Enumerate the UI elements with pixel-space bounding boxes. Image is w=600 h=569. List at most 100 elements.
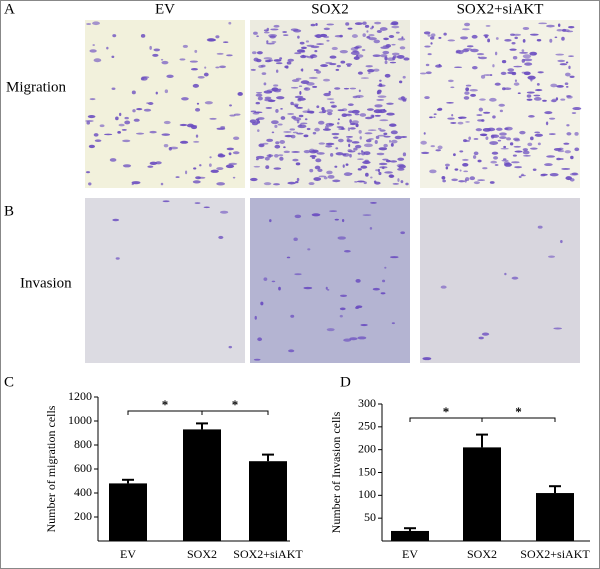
stained-cell (186, 123, 194, 128)
stained-cell (568, 55, 575, 57)
stained-cell (512, 56, 518, 60)
stained-cell (423, 132, 426, 135)
stained-cell (261, 72, 267, 75)
stained-cell (522, 148, 528, 152)
stained-cell (368, 34, 375, 37)
stained-cell (549, 38, 553, 43)
stained-cell (118, 112, 122, 117)
stained-cell (354, 113, 360, 116)
stained-cell (445, 163, 450, 167)
stained-cell (197, 75, 205, 79)
stained-cell (392, 55, 397, 59)
stained-cell (518, 175, 522, 179)
stained-cell (94, 139, 102, 143)
stained-cell (546, 24, 555, 28)
stained-cell (336, 126, 344, 128)
stained-cell (340, 60, 346, 64)
micrograph-background (250, 198, 410, 363)
stained-cell (296, 106, 304, 109)
stained-cell (118, 123, 125, 127)
stained-cell (557, 149, 565, 153)
stained-cell (367, 129, 377, 132)
stained-cell (389, 61, 397, 64)
stained-cell (349, 337, 358, 341)
stained-cell (379, 79, 382, 82)
stained-cell (471, 34, 478, 39)
stained-cell (251, 51, 257, 55)
stained-cell (293, 237, 298, 242)
stained-cell (367, 108, 374, 111)
stained-cell (316, 105, 320, 109)
stained-cell (273, 167, 282, 170)
stained-cell (507, 71, 516, 75)
stained-cell (357, 158, 364, 160)
stained-cell (295, 181, 299, 184)
stained-cell (376, 29, 382, 33)
stained-cell (260, 301, 264, 306)
stained-cell (314, 49, 318, 53)
stained-cell (343, 338, 352, 342)
stained-cell (391, 43, 396, 46)
stained-cell (442, 179, 446, 183)
y-tick-label: 100 (358, 487, 376, 501)
stained-cell (458, 117, 463, 120)
stained-cell (492, 64, 495, 68)
stained-cell (357, 336, 367, 340)
bar (391, 530, 429, 541)
stained-cell (430, 42, 433, 45)
stained-cell (283, 34, 289, 37)
stained-cell (266, 154, 274, 157)
stained-cell (440, 285, 447, 289)
stained-cell (312, 85, 318, 88)
stained-cell (255, 155, 265, 159)
stained-cell (329, 62, 337, 66)
stained-cell (193, 167, 197, 170)
stained-cell (317, 168, 323, 172)
stained-cell (423, 31, 431, 35)
stained-cell (445, 166, 449, 170)
stained-cell (218, 235, 224, 239)
stained-cell (383, 132, 388, 136)
stained-cell (121, 128, 127, 131)
stained-cell (318, 175, 327, 178)
stained-cell (391, 322, 395, 325)
stained-cell (355, 123, 359, 128)
bar (463, 447, 501, 541)
stained-cell (92, 44, 95, 46)
stained-cell (500, 71, 507, 75)
stained-cell (149, 130, 157, 134)
stained-cell (521, 173, 524, 177)
stained-cell (140, 33, 146, 38)
stained-cell (304, 118, 308, 121)
stained-cell (307, 248, 311, 251)
panel-label: B (4, 203, 14, 219)
x-tick-label: EV (120, 547, 136, 561)
stained-cell (546, 155, 555, 158)
stained-cell (326, 170, 333, 175)
stained-cell (326, 328, 335, 332)
stained-cell (509, 142, 514, 146)
stained-cell (336, 64, 341, 68)
stained-cell (223, 41, 229, 43)
stained-cell (343, 172, 352, 177)
stained-cell (292, 131, 299, 134)
stained-cell (257, 337, 263, 342)
stained-cell (219, 153, 224, 157)
stained-cell (298, 114, 304, 118)
stained-cell (503, 87, 512, 91)
stained-cell (254, 315, 257, 320)
stained-cell (341, 218, 345, 223)
stained-cell (266, 89, 276, 92)
stained-cell (377, 134, 386, 137)
stained-cell (462, 28, 470, 31)
stained-cell (294, 273, 302, 276)
stained-cell (228, 345, 233, 349)
stained-cell (381, 166, 385, 170)
stained-cell (89, 98, 96, 101)
stained-cell (561, 28, 567, 32)
stained-cell (181, 97, 189, 101)
stained-cell (390, 139, 398, 144)
stained-cell (476, 114, 483, 116)
stained-cell (204, 101, 213, 105)
stained-cell (477, 119, 484, 122)
